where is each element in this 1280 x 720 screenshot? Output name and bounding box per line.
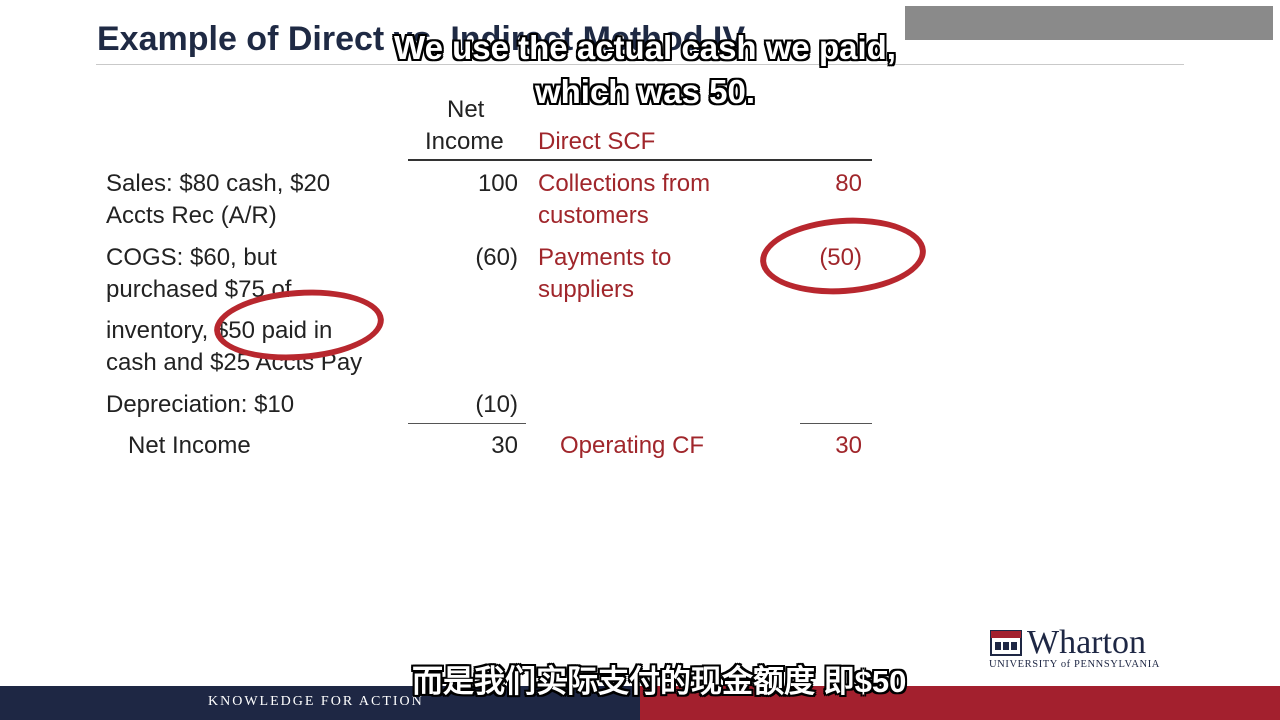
header-rule (408, 159, 872, 161)
annotation-circle-payments (757, 212, 929, 300)
operating-cf-label: Operating CF (560, 432, 705, 459)
cogs-label-line1: COGS: $60, but (106, 244, 277, 271)
slide-title: Example of Direct vs. Indirect Method IV (97, 20, 746, 58)
subtitle-chinese: 而是我们实际支付的现金额度 即$50 (412, 664, 907, 699)
net-income-header-line2: Income (425, 128, 504, 155)
net-income-total-value: 30 (491, 432, 518, 459)
net-income-header-line1: Net (447, 96, 485, 123)
subtitle-english-line2: which was 50. (534, 73, 756, 110)
subtitle-english-line1: We use the actual cash we paid, (394, 29, 896, 66)
title-divider (96, 64, 1184, 65)
net-income-total-label: Net Income (128, 432, 251, 459)
cogs-label-line4: cash and $25 Accts Pay (106, 349, 363, 376)
footer-red-bar (640, 686, 1280, 720)
collections-label-line1: Collections from (538, 170, 711, 197)
sales-net-income: 100 (477, 170, 518, 197)
direct-scf-header: Direct SCF (538, 128, 656, 155)
corner-overlay-box (905, 6, 1273, 40)
operating-cf-value: 30 (835, 432, 862, 459)
wharton-logo-subtitle: UNIVERSITY of PENNSYLVANIA (989, 659, 1160, 670)
footer-navy-bar (0, 686, 640, 720)
depreciation-net-income: (10) (475, 391, 518, 418)
depreciation-label: Depreciation: $10 (106, 391, 295, 418)
payments-value: (50) (819, 244, 862, 271)
sales-label-line2: Accts Rec (A/R) (106, 202, 277, 229)
cogs-label-line2: purchased $75 of (106, 276, 292, 303)
direct-sum-rule (800, 423, 872, 424)
subtitle-english: We use the actual cash we paid, which wa… (300, 26, 990, 114)
payments-label-line2: suppliers (538, 276, 635, 303)
cogs-net-income: (60) (475, 244, 518, 271)
penn-shield-icon (990, 630, 1022, 656)
net-income-sum-rule (408, 423, 526, 424)
payments-label-line1: Payments to (538, 244, 672, 271)
collections-label-line2: customers (538, 202, 649, 229)
sales-label-line1: Sales: $80 cash, $20 (106, 170, 331, 197)
collections-value: 80 (835, 170, 862, 197)
footer-tagline: KNOWLEDGE FOR ACTION (208, 694, 424, 709)
cogs-label-line3: inventory, $50 paid in (106, 317, 333, 344)
wharton-logo-text: Wharton (1027, 624, 1146, 661)
